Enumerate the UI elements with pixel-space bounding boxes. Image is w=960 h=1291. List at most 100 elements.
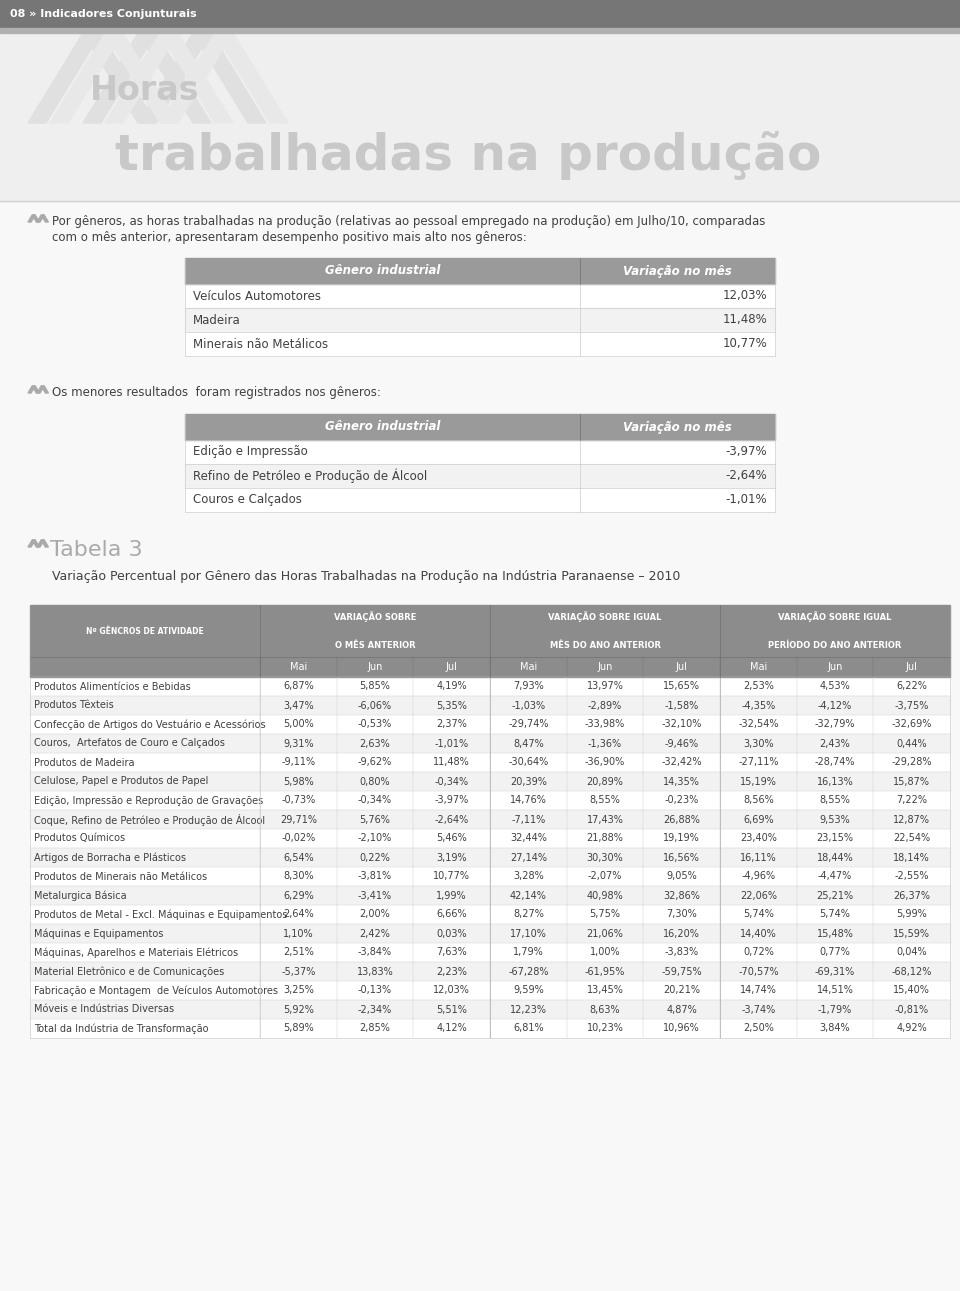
Bar [185, 284, 775, 309]
Text: -2,89%: -2,89% [588, 701, 622, 710]
Text: -0,23%: -0,23% [664, 795, 699, 806]
Text: 5,00%: 5,00% [283, 719, 314, 729]
Text: -3,74%: -3,74% [741, 1004, 776, 1015]
Text: 14,74%: 14,74% [740, 985, 777, 995]
Text: -3,97%: -3,97% [726, 445, 767, 458]
Polygon shape [28, 386, 36, 392]
Text: -30,64%: -30,64% [508, 758, 548, 768]
Text: Os menores resultados  foram registrados nos gêneros:: Os menores resultados foram registrados … [52, 386, 381, 399]
Bar [30, 676, 950, 696]
Text: 3,84%: 3,84% [820, 1024, 851, 1034]
Text: Metalurgica Básica: Metalurgica Básica [34, 891, 127, 901]
Text: Jul: Jul [445, 662, 458, 673]
Text: -3,97%: -3,97% [435, 795, 468, 806]
Bar [30, 868, 950, 886]
Text: 8,30%: 8,30% [283, 871, 314, 882]
Text: 12,23%: 12,23% [510, 1004, 547, 1015]
Bar [30, 1019, 950, 1038]
Text: -9,62%: -9,62% [358, 758, 392, 768]
Text: Variação no mês: Variação no mês [623, 265, 732, 278]
Text: 40,98%: 40,98% [587, 891, 623, 901]
Text: 10,77%: 10,77% [433, 871, 470, 882]
Text: 16,20%: 16,20% [663, 928, 700, 939]
Text: 26,37%: 26,37% [893, 891, 930, 901]
Text: 13,45%: 13,45% [587, 985, 623, 995]
Text: trabalhadas na produção: trabalhadas na produção [115, 130, 822, 179]
Bar [185, 414, 775, 440]
Text: -1,01%: -1,01% [435, 738, 468, 749]
Text: 0,22%: 0,22% [360, 852, 391, 862]
Polygon shape [41, 386, 48, 392]
Bar [185, 488, 775, 513]
Text: 10,77%: 10,77% [722, 337, 767, 350]
Text: 15,65%: 15,65% [663, 682, 700, 692]
Text: 5,85%: 5,85% [360, 682, 391, 692]
Text: -27,11%: -27,11% [738, 758, 779, 768]
Text: Tabela 3: Tabela 3 [50, 540, 143, 560]
Text: -32,69%: -32,69% [892, 719, 932, 729]
Text: -28,74%: -28,74% [815, 758, 855, 768]
Text: 7,93%: 7,93% [513, 682, 543, 692]
Text: Nº GÊNCROS DE ATIVIDADE: Nº GÊNCROS DE ATIVIDADE [86, 626, 204, 635]
Polygon shape [28, 34, 101, 123]
Text: Coque, Refino de Petróleo e Produção de Álcool: Coque, Refino de Petróleo e Produção de … [34, 813, 265, 825]
Text: 4,12%: 4,12% [436, 1024, 468, 1034]
Text: 1,99%: 1,99% [437, 891, 467, 901]
Polygon shape [37, 386, 44, 392]
Text: 17,10%: 17,10% [510, 928, 547, 939]
Text: 5,99%: 5,99% [897, 909, 927, 919]
Text: 2,50%: 2,50% [743, 1024, 774, 1034]
Text: 15,19%: 15,19% [740, 776, 777, 786]
Polygon shape [41, 216, 48, 222]
Text: 2,43%: 2,43% [820, 738, 851, 749]
Text: 1,79%: 1,79% [513, 948, 543, 958]
Text: -29,28%: -29,28% [892, 758, 932, 768]
Text: -3,75%: -3,75% [895, 701, 929, 710]
Text: 4,92%: 4,92% [897, 1024, 927, 1034]
Text: 5,89%: 5,89% [283, 1024, 314, 1034]
Text: Material Eletrônico e de Comunicações: Material Eletrônico e de Comunicações [34, 966, 225, 977]
Text: 3,47%: 3,47% [283, 701, 314, 710]
Polygon shape [33, 216, 39, 222]
Bar [185, 309, 775, 332]
Text: -59,75%: -59,75% [661, 967, 702, 976]
Text: 9,53%: 9,53% [820, 815, 851, 825]
Text: 16,11%: 16,11% [740, 852, 777, 862]
Text: Confecção de Artigos do Vestuário e Acessórios: Confecção de Artigos do Vestuário e Aces… [34, 719, 266, 729]
Bar [30, 605, 950, 676]
Polygon shape [160, 34, 233, 123]
Text: 8,56%: 8,56% [743, 795, 774, 806]
Text: -6,06%: -6,06% [358, 701, 392, 710]
Polygon shape [215, 34, 288, 123]
Text: 6,81%: 6,81% [513, 1024, 543, 1034]
Text: 13,83%: 13,83% [356, 967, 394, 976]
Text: 14,40%: 14,40% [740, 928, 777, 939]
Polygon shape [105, 34, 178, 123]
Text: Couros e Calçados: Couros e Calçados [193, 493, 301, 506]
Text: 7,63%: 7,63% [436, 948, 468, 958]
Text: 2,85%: 2,85% [360, 1024, 391, 1034]
Text: 23,15%: 23,15% [817, 834, 853, 843]
Text: O MÊS ANTERIOR: O MÊS ANTERIOR [335, 642, 416, 651]
Text: -1,03%: -1,03% [512, 701, 545, 710]
Bar [0, 28, 960, 34]
Text: 0,80%: 0,80% [360, 776, 391, 786]
Text: -4,12%: -4,12% [818, 701, 852, 710]
Bar [30, 791, 950, 809]
Text: 9,59%: 9,59% [513, 985, 543, 995]
Text: 15,48%: 15,48% [817, 928, 853, 939]
Text: 5,74%: 5,74% [743, 909, 774, 919]
Text: -9,46%: -9,46% [664, 738, 699, 749]
Text: Produtos de Minerais não Metálicos: Produtos de Minerais não Metálicos [34, 871, 207, 882]
Text: -67,28%: -67,28% [508, 967, 548, 976]
Text: -33,98%: -33,98% [585, 719, 625, 729]
Text: Total da Indústria de Transformação: Total da Indústria de Transformação [34, 1024, 208, 1034]
Text: VARIAÇÃO SOBRE IGUAL: VARIAÇÃO SOBRE IGUAL [548, 612, 661, 622]
Text: -4,35%: -4,35% [741, 701, 776, 710]
Text: 12,03%: 12,03% [722, 289, 767, 302]
Polygon shape [28, 540, 36, 547]
Polygon shape [37, 540, 44, 547]
Text: 21,06%: 21,06% [587, 928, 623, 939]
Bar [185, 440, 775, 463]
Text: 14,35%: 14,35% [663, 776, 700, 786]
